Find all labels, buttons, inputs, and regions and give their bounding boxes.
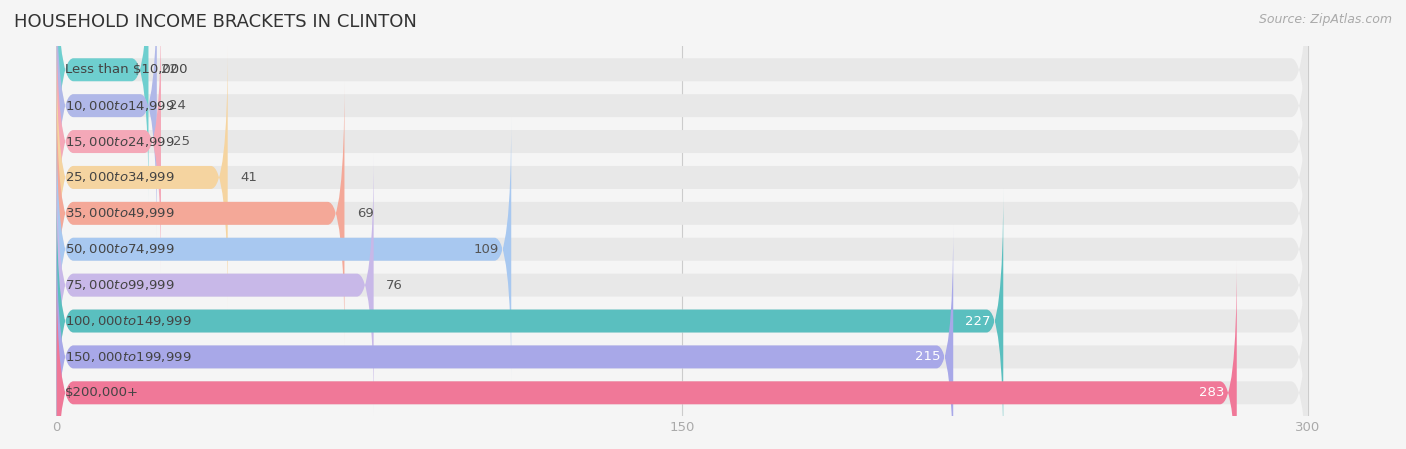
Text: $200,000+: $200,000+	[65, 386, 139, 399]
FancyBboxPatch shape	[56, 189, 1004, 449]
FancyBboxPatch shape	[56, 189, 1308, 449]
FancyBboxPatch shape	[56, 81, 1308, 345]
Text: 215: 215	[915, 350, 941, 363]
FancyBboxPatch shape	[56, 0, 157, 238]
Text: $25,000 to $34,999: $25,000 to $34,999	[65, 171, 174, 185]
Text: $150,000 to $199,999: $150,000 to $199,999	[65, 350, 191, 364]
Text: 69: 69	[357, 207, 374, 220]
Text: 41: 41	[240, 171, 257, 184]
Text: $100,000 to $149,999: $100,000 to $149,999	[65, 314, 191, 328]
Text: $15,000 to $24,999: $15,000 to $24,999	[65, 135, 174, 149]
Text: $50,000 to $74,999: $50,000 to $74,999	[65, 242, 174, 256]
FancyBboxPatch shape	[56, 153, 374, 417]
Text: 76: 76	[387, 279, 404, 292]
FancyBboxPatch shape	[56, 153, 1308, 417]
FancyBboxPatch shape	[56, 261, 1308, 449]
FancyBboxPatch shape	[56, 0, 1308, 202]
FancyBboxPatch shape	[56, 117, 512, 381]
Text: 283: 283	[1199, 386, 1225, 399]
FancyBboxPatch shape	[56, 9, 160, 273]
Text: $35,000 to $49,999: $35,000 to $49,999	[65, 207, 174, 220]
Text: $10,000 to $14,999: $10,000 to $14,999	[65, 99, 174, 113]
FancyBboxPatch shape	[56, 9, 1308, 273]
Text: 24: 24	[169, 99, 186, 112]
Text: 109: 109	[474, 243, 499, 256]
Text: Source: ZipAtlas.com: Source: ZipAtlas.com	[1258, 13, 1392, 26]
Text: 22: 22	[160, 63, 179, 76]
Text: HOUSEHOLD INCOME BRACKETS IN CLINTON: HOUSEHOLD INCOME BRACKETS IN CLINTON	[14, 13, 418, 31]
FancyBboxPatch shape	[56, 0, 1308, 238]
FancyBboxPatch shape	[56, 225, 953, 449]
FancyBboxPatch shape	[56, 117, 1308, 381]
FancyBboxPatch shape	[56, 225, 1308, 449]
FancyBboxPatch shape	[56, 81, 344, 345]
FancyBboxPatch shape	[56, 45, 1308, 309]
FancyBboxPatch shape	[56, 0, 149, 202]
FancyBboxPatch shape	[56, 45, 228, 309]
Text: 227: 227	[965, 314, 991, 327]
FancyBboxPatch shape	[56, 261, 1237, 449]
Text: $75,000 to $99,999: $75,000 to $99,999	[65, 278, 174, 292]
Text: 25: 25	[173, 135, 190, 148]
Text: Less than $10,000: Less than $10,000	[65, 63, 187, 76]
